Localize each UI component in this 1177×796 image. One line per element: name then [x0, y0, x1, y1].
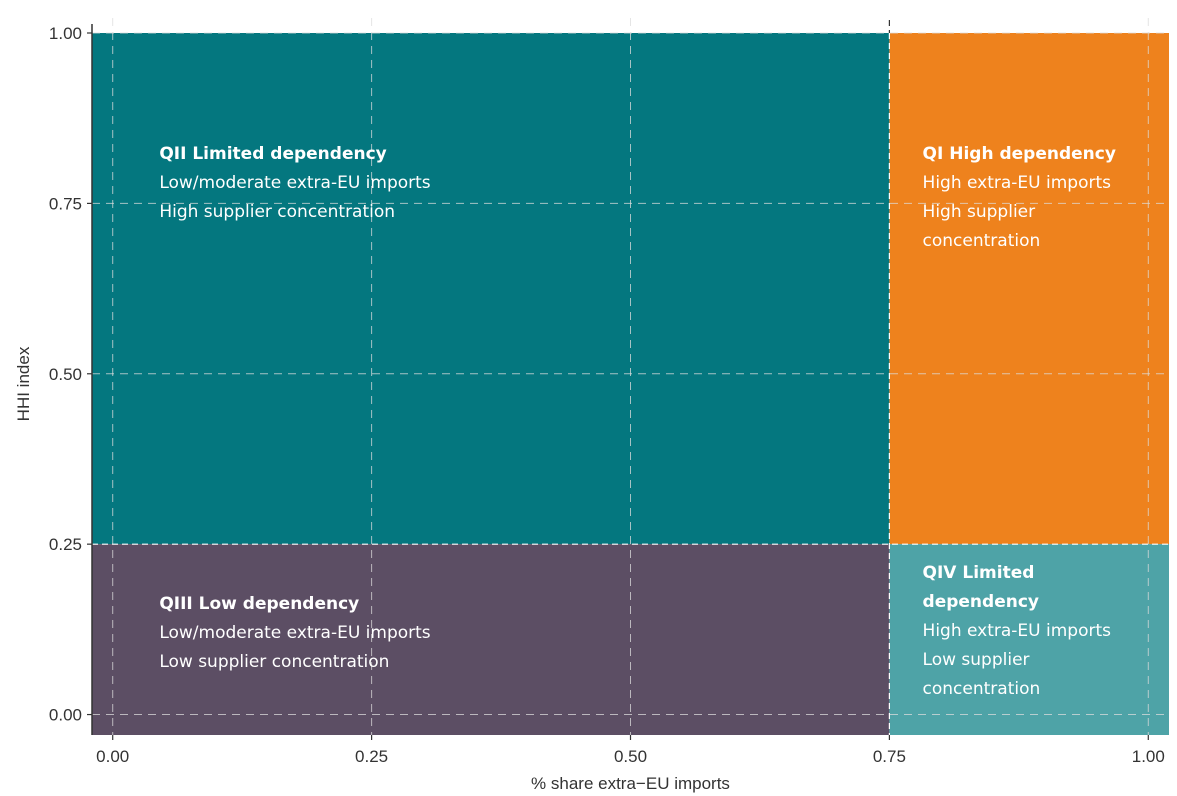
quadrant-q1-line-0: High extra-EU imports — [923, 173, 1112, 193]
quadrant-q2 — [92, 33, 890, 545]
x-tick-label-3: 0.75 — [873, 747, 906, 766]
x-axis-title: % share extra−EU imports — [531, 774, 730, 793]
y-tick-label-3: 0.75 — [49, 194, 82, 213]
y-tick-label-2: 0.50 — [49, 365, 82, 384]
x-tick-label-0: 0.00 — [96, 747, 129, 766]
y-tick-label-4: 1.00 — [49, 24, 82, 43]
quadrant-q2-title: QII Limited dependency — [159, 144, 386, 164]
y-tick-label-1: 0.25 — [49, 535, 82, 554]
quadrant-labels: QII Limited dependency Low/moderate extra… — [159, 144, 1116, 699]
y-axis-title: HHI index — [14, 346, 33, 421]
quadrant-q1 — [889, 33, 1169, 545]
y-tick-label-0: 0.00 — [49, 706, 82, 725]
quadrant-q1-title: QI High dependency — [923, 144, 1116, 164]
quadrant-q1-line-2: concentration — [923, 231, 1041, 251]
threshold-lines — [92, 20, 1169, 735]
quadrant-q2-line-1: High supplier concentration — [159, 202, 395, 222]
x-tick-label-2: 0.50 — [614, 747, 647, 766]
quadrant-areas — [92, 33, 1169, 735]
quadrant-q2-line-0: Low/moderate extra-EU imports — [159, 173, 430, 193]
quadrant-q3-line-1: Low supplier concentration — [159, 652, 389, 672]
x-tick-label-1: 0.25 — [355, 747, 388, 766]
quadrant-q1-line-1: High supplier — [923, 202, 1036, 222]
quadrant-q4-line-2: concentration — [923, 679, 1041, 699]
quadrant-q4-line-0: High extra-EU imports — [923, 621, 1112, 641]
quadrant-q3 — [92, 544, 890, 735]
quadrant-q3-title: QIII Low dependency — [159, 594, 359, 614]
axes: 0.00 0.25 0.50 0.75 1.00 0.00 0.25 0.50 0.75 1.00 — [49, 24, 1165, 766]
quadrant-q3-line-0: Low/moderate extra-EU imports — [159, 623, 430, 643]
grid-lines — [92, 18, 1169, 735]
quadrant-q4-line-1: Low supplier — [923, 650, 1030, 670]
quadrant-q4-title: dependency — [923, 592, 1039, 612]
quadrant-q4 — [889, 544, 1169, 735]
x-tick-label-4: 1.00 — [1132, 747, 1165, 766]
quadrant-q4-title: QIV Limited — [923, 563, 1035, 583]
